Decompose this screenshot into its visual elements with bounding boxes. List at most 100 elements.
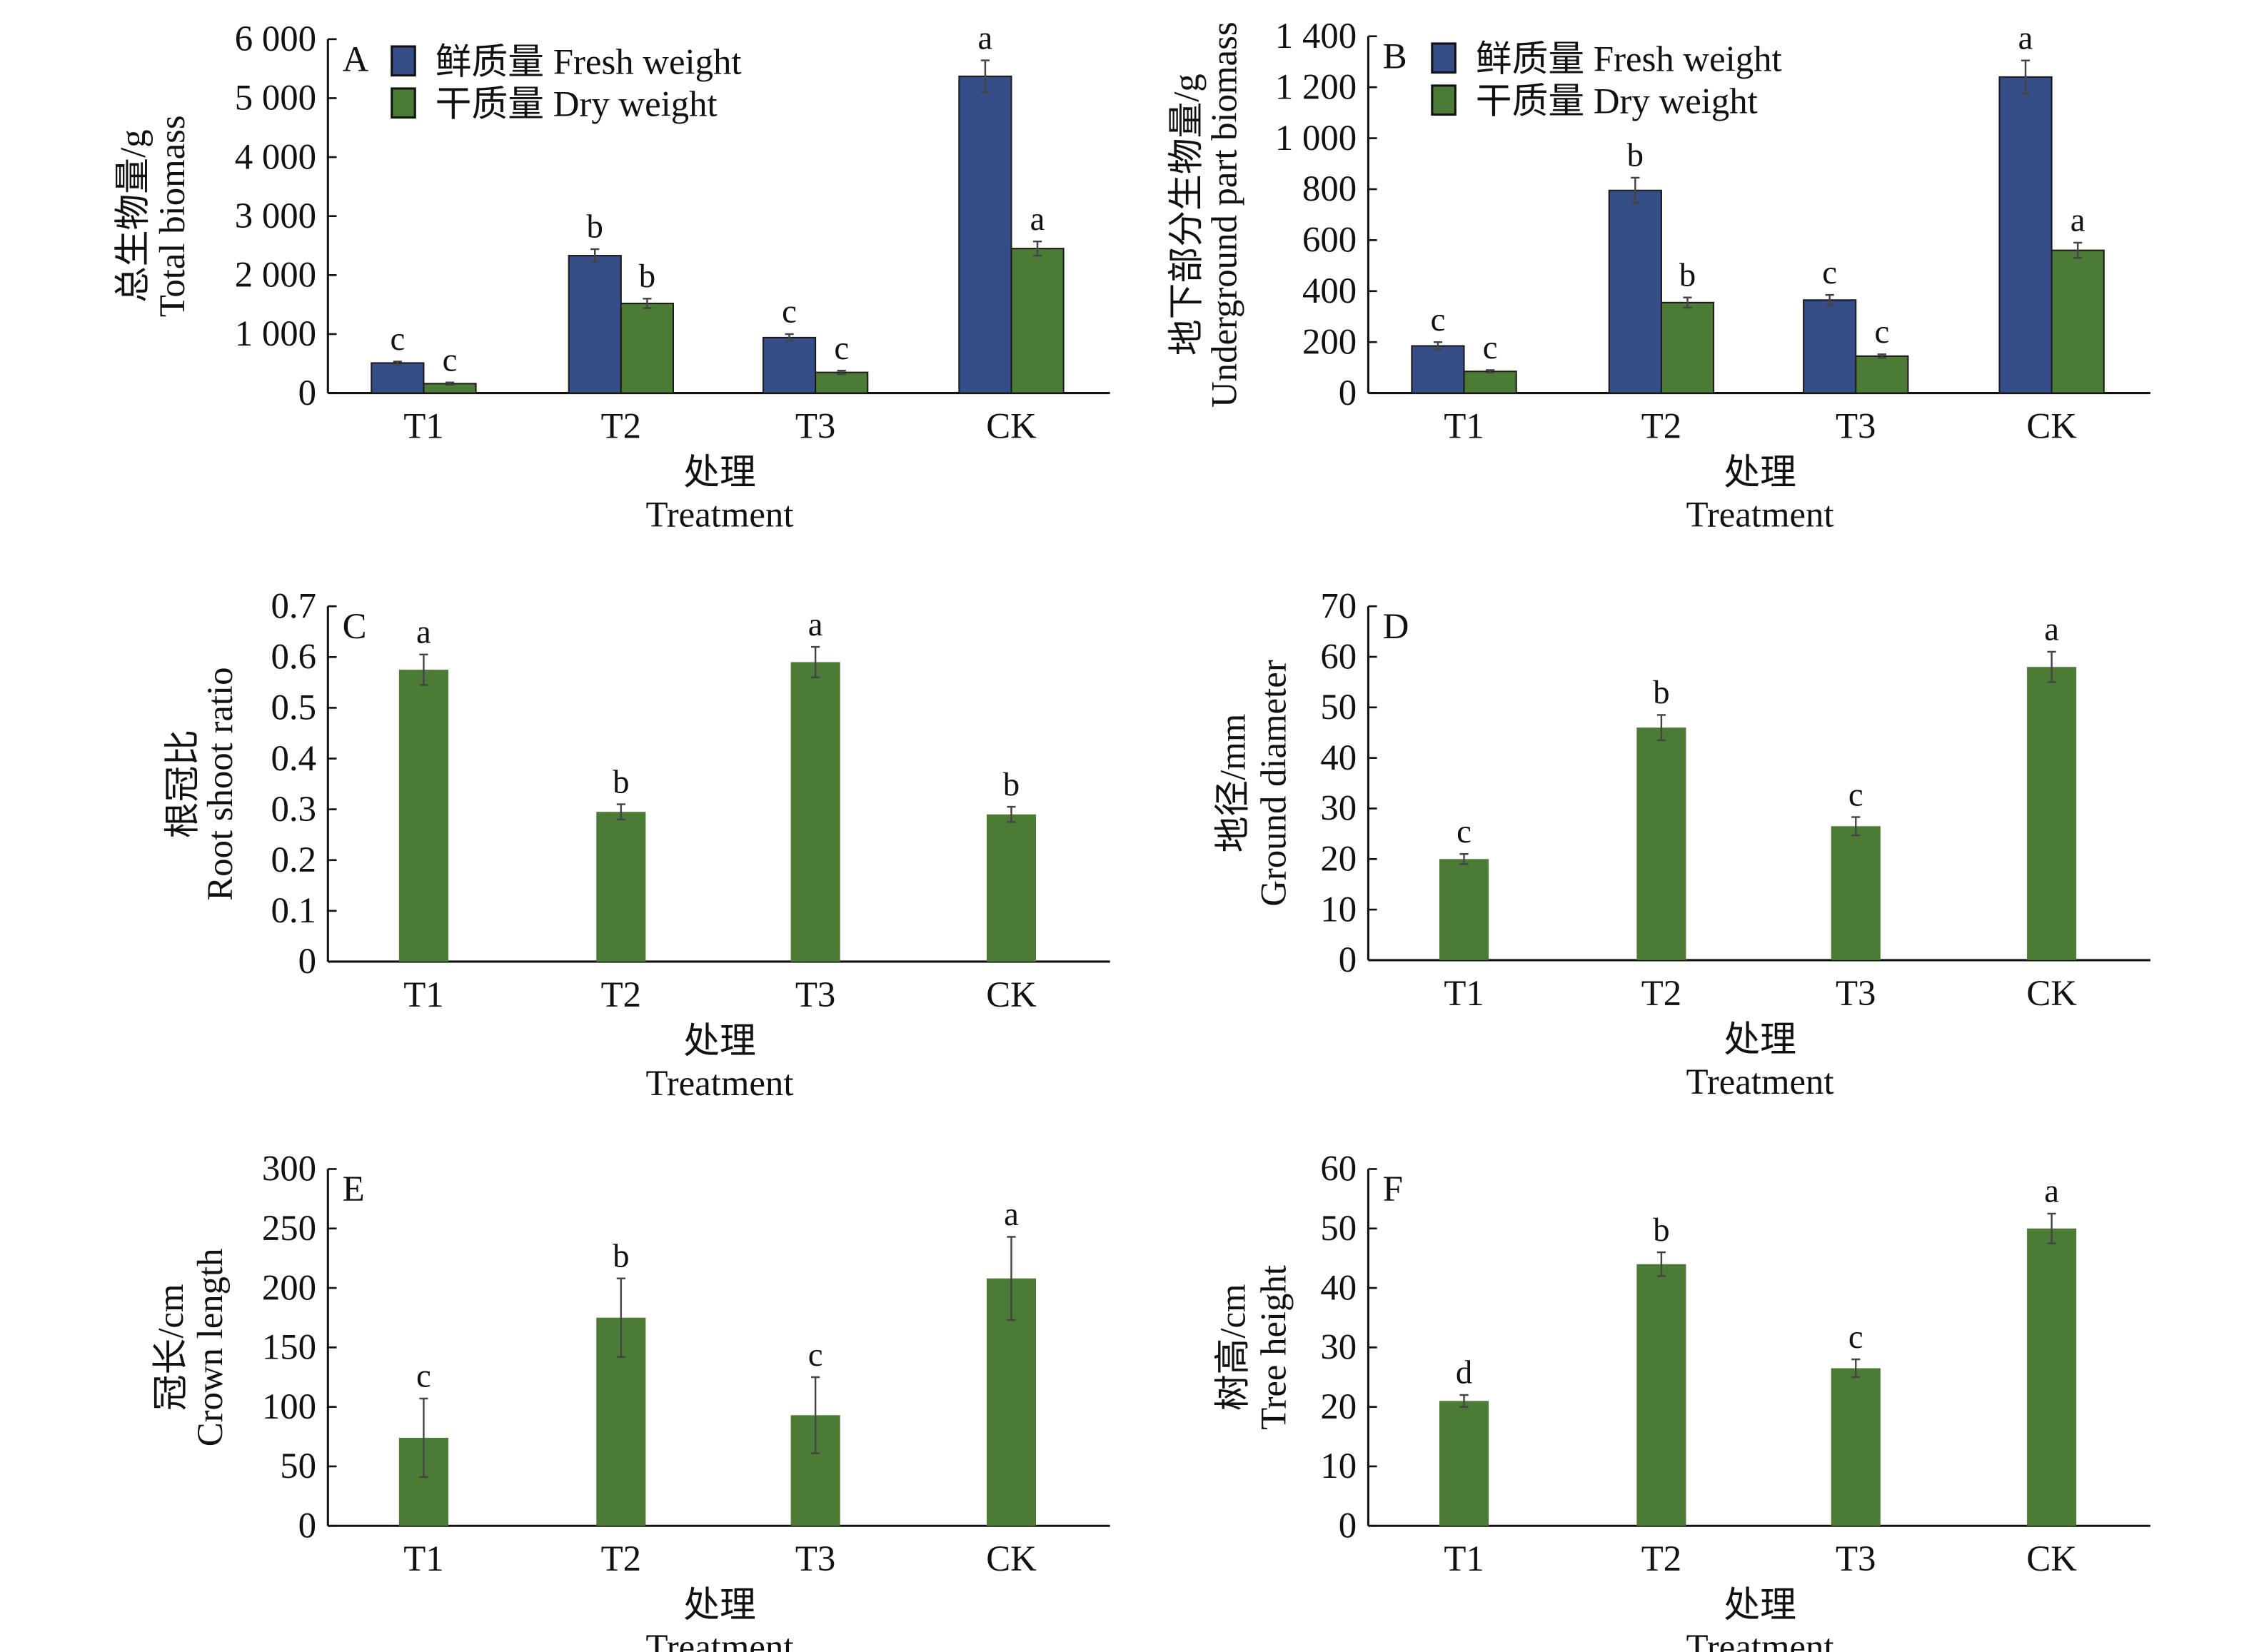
bar-ck-fresh [958,75,1012,394]
bar-ck-dry [1010,248,1065,394]
y-tick-label: 300 [262,1149,316,1189]
legend-label: 鲜质量 Fresh weight [1476,39,1782,79]
y-tick-label: 5 000 [235,78,316,118]
x-tick-label: T2 [601,406,641,446]
x-tick-label: T1 [403,1538,443,1578]
y-axis-label-en: Crown length [190,1248,230,1446]
x-axis-label-en: Treatment [1686,494,1834,534]
significance-letter: c [1483,329,1498,366]
legend-label: 干质量 Dry weight [436,84,718,124]
y-axis-label-en: Root shoot ratio [200,667,240,900]
significance-letter: c [834,330,849,367]
bar-t2 [596,812,646,962]
y-tick-label: 800 [1302,168,1357,208]
x-tick-label: T2 [1641,1538,1681,1578]
significance-letter: c [808,1336,823,1374]
y-tick-label: 0.6 [271,637,316,677]
significance-letter: c [782,293,797,331]
y-tick-label: 10 [1320,889,1357,929]
x-tick-label: T3 [795,974,835,1014]
significance-letter: c [1848,1319,1863,1356]
x-tick-label: T1 [1444,406,1484,446]
significance-letter: a [2071,202,2086,239]
y-tick-label: 50 [1320,1208,1357,1248]
y-tick-label: 60 [1320,636,1357,676]
y-tick-label: 3 000 [235,196,316,236]
y-tick-label: 60 [1320,1149,1357,1189]
y-axis-label-en: Total biomass [152,115,192,317]
significance-letter: b [1653,1212,1669,1249]
y-tick-label: 6 000 [235,19,316,59]
y-tick-label: 4 000 [235,136,316,176]
x-axis-label-cn: 处理 [1724,1585,1796,1625]
y-tick-label: 1 200 [1275,66,1357,106]
legend-swatch-dry [1431,84,1456,116]
y-axis-label-cn: 地径/mm [1213,714,1253,853]
bar-t1 [398,670,448,962]
x-axis-label-en: Treatment [646,1063,794,1103]
bar-t2-dry [620,302,674,394]
bar-t1-fresh [1411,345,1465,394]
bar-ck [986,814,1037,962]
y-axis-label-cn: 树高/cm [1213,1284,1253,1411]
x-tick-label: T1 [1444,1538,1484,1578]
y-tick-label: 200 [262,1267,316,1307]
x-tick-label: CK [2026,973,2077,1013]
bar-t3-fresh [762,336,817,394]
significance-letter: a [416,614,431,651]
y-tick-label: 30 [1320,1327,1357,1367]
significance-letter: c [443,341,458,378]
panel-label: B [1383,36,1407,76]
panel-label: E [343,1169,365,1209]
significance-letter: c [1874,313,1889,351]
significance-letter: b [1627,137,1644,174]
significance-letter: c [1822,254,1837,291]
x-axis-label-cn: 处理 [683,453,756,493]
x-axis-label-cn: 处理 [1724,1019,1796,1059]
x-axis-label-en: Treatment [1686,1627,1834,1652]
x-axis-label-en: Treatment [1686,1062,1834,1102]
significance-letter: c [1848,776,1863,813]
y-tick-label: 20 [1320,1386,1357,1426]
y-axis-label-cn: 冠长/cm [151,1284,191,1411]
significance-letter: a [978,19,993,56]
y-tick-label: 0 [1339,940,1357,979]
x-tick-label: T1 [403,406,443,446]
y-tick-label: 50 [1320,687,1357,727]
panel-label: A [343,39,369,79]
significance-letter: b [613,763,629,800]
significance-letter: b [587,208,603,246]
x-tick-label: T2 [1641,973,1681,1013]
significance-letter: b [639,258,655,295]
bar-t2 [1636,727,1686,960]
bar-t2-dry [1660,301,1715,394]
y-axis-label-cn: 根冠比 [162,730,202,838]
x-tick-label: CK [986,974,1037,1014]
y-tick-label: 150 [262,1327,316,1367]
panel-label: F [1383,1169,1403,1209]
bar-t3 [1831,826,1881,960]
y-axis-label-cn: 总生物量/g [113,129,153,303]
panel-label: C [343,606,367,646]
y-tick-label: 0.1 [271,890,316,930]
x-tick-label: T3 [1836,973,1876,1013]
significance-letter: b [1003,766,1020,803]
x-tick-label: T3 [1836,1538,1876,1578]
bar-t3-dry [815,371,869,394]
x-tick-label: CK [2026,1538,2077,1578]
y-tick-label: 50 [280,1446,316,1486]
x-axis-label-cn: 处理 [683,1021,756,1061]
bar-t2-fresh [568,255,622,394]
bar-ck [2027,667,2077,960]
x-tick-label: CK [986,406,1037,446]
panel-label: D [1383,606,1409,646]
y-tick-label: 250 [262,1208,316,1248]
legend-swatch-dry [391,87,416,119]
bar-t2-fresh [1608,189,1662,394]
significance-letter: a [2044,1173,2059,1210]
bar-ck-dry [2051,249,2105,394]
y-tick-label: 200 [1302,321,1357,361]
y-tick-label: 0 [298,1506,316,1546]
bar-ck-fresh [1998,76,2053,394]
